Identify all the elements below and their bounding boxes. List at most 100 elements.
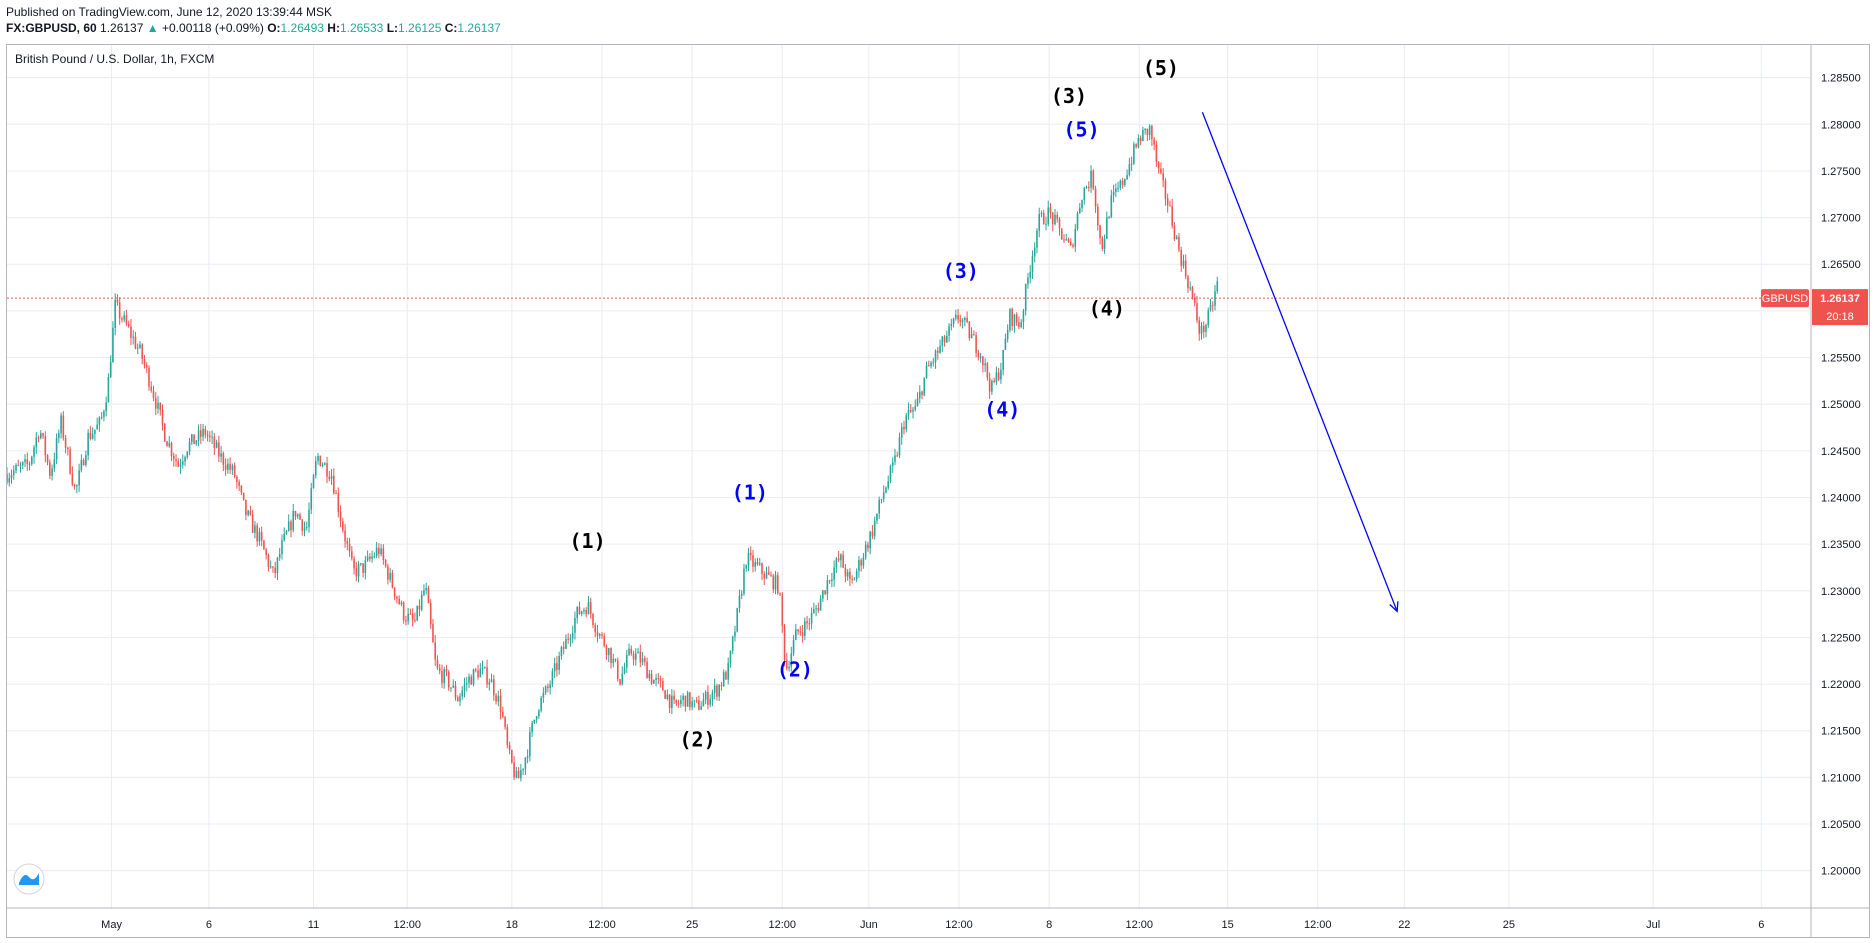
candle-body	[215, 442, 218, 448]
candle-body	[429, 603, 432, 625]
candle-body	[26, 459, 29, 465]
candle-body	[402, 602, 405, 621]
wave-label-blue[interactable]: (5)	[1064, 117, 1100, 141]
candle-body	[873, 520, 876, 537]
candle-body	[238, 482, 240, 486]
candle-body	[445, 669, 448, 672]
candle-body	[761, 563, 763, 574]
candle-body	[815, 608, 817, 610]
candle-body	[10, 475, 13, 479]
wave-label-blue[interactable]: (1)	[732, 480, 768, 504]
candle-body	[623, 667, 626, 674]
candle-body	[585, 610, 588, 615]
candle-body	[941, 336, 944, 346]
candle-body	[96, 424, 98, 430]
candle-body	[700, 706, 702, 710]
candle-body	[218, 442, 220, 457]
wave-label-black[interactable]: (5)	[1143, 56, 1179, 80]
candle-body	[900, 426, 903, 438]
candle-body	[100, 417, 103, 419]
forecast-arrow[interactable]	[1201, 111, 1398, 612]
plot-area[interactable]	[7, 45, 1810, 908]
candle-body	[1124, 179, 1126, 185]
wave-label-black[interactable]: (2)	[679, 728, 715, 752]
candle-body	[1038, 214, 1041, 231]
candle-body	[305, 526, 308, 528]
wave-label-black[interactable]: (4)	[1089, 297, 1125, 321]
candle-body	[567, 638, 569, 640]
candle-body	[154, 397, 157, 409]
time-tick-label: 22	[1398, 919, 1410, 931]
candle-body	[414, 619, 416, 621]
candle-body	[44, 436, 47, 456]
candle-body	[1054, 214, 1056, 225]
candle-body	[483, 667, 486, 669]
candle-body	[409, 613, 412, 615]
candle-body	[1031, 256, 1034, 273]
candle-body	[702, 699, 705, 707]
candle-body	[267, 555, 270, 567]
candle-body	[619, 679, 621, 685]
candle-body	[569, 638, 572, 640]
candle-body	[1004, 339, 1007, 350]
candle-body	[488, 682, 491, 685]
price-tick-label: 1.23000	[1821, 586, 1861, 598]
candle-body	[610, 648, 612, 664]
price-tick-label: 1.25500	[1821, 353, 1861, 365]
candle-body	[272, 566, 274, 568]
candle-body	[986, 363, 989, 379]
wave-label-blue[interactable]: (4)	[984, 397, 1020, 421]
candle-body	[713, 685, 716, 693]
candle-body	[200, 430, 202, 437]
symbol-tag: GBPUSD	[1762, 293, 1809, 305]
candle-body	[867, 544, 869, 549]
chart-panel[interactable]: 1.20000 1.20500 1.21000 1.21500 1.22000 1.225…	[6, 44, 1870, 938]
symbol-tag-bg	[1761, 289, 1809, 308]
candle-body	[639, 651, 642, 663]
candle-body	[134, 336, 137, 349]
candle-body	[988, 378, 991, 392]
candle-body	[853, 579, 856, 581]
wave-label-blue[interactable]: (2)	[777, 658, 813, 682]
candle-body	[961, 320, 964, 322]
candle-body	[78, 470, 80, 486]
candle-body	[531, 723, 533, 732]
candle-body	[693, 700, 696, 702]
candle-body	[112, 327, 114, 363]
wave-label-black[interactable]: (1)	[570, 529, 606, 553]
candle-body	[222, 453, 225, 466]
candle-body	[896, 455, 899, 457]
candle-body	[905, 415, 908, 430]
candle-body	[157, 402, 159, 409]
candle-body	[565, 638, 567, 649]
candle-body	[1155, 144, 1158, 162]
candle-body	[722, 672, 725, 687]
candle-body	[369, 556, 371, 559]
candle-body	[502, 712, 504, 718]
candle-body	[831, 579, 833, 581]
candle-body	[804, 621, 806, 636]
candle-body	[204, 428, 207, 435]
candle-body	[1180, 249, 1183, 266]
price-chart[interactable]: 1.20000 1.20500 1.21000 1.21500 1.22000 1.225…	[7, 45, 1869, 937]
symbol-label[interactable]: FX:GBPUSD, 60	[6, 21, 97, 35]
chart-title: British Pound / U.S. Dollar, 1h, FXCM	[15, 52, 214, 66]
candle-body	[136, 347, 139, 349]
candle-body	[785, 660, 788, 669]
candle-body	[479, 668, 482, 678]
candle-body	[30, 456, 33, 464]
candle-body	[589, 602, 592, 614]
candle-body	[858, 560, 860, 572]
wave-label-black[interactable]: (3)	[1051, 84, 1087, 108]
candle-body	[535, 716, 538, 720]
candle-body	[152, 390, 155, 398]
candle-body	[673, 695, 675, 700]
candle-body	[993, 380, 995, 382]
candle-body	[109, 362, 112, 377]
candle-body	[12, 470, 15, 476]
candle-body	[148, 367, 150, 387]
wave-label-blue[interactable]: (3)	[943, 259, 979, 283]
candle-body	[743, 568, 745, 594]
time-tick-label: 6	[206, 919, 212, 931]
candle-body	[506, 727, 509, 745]
